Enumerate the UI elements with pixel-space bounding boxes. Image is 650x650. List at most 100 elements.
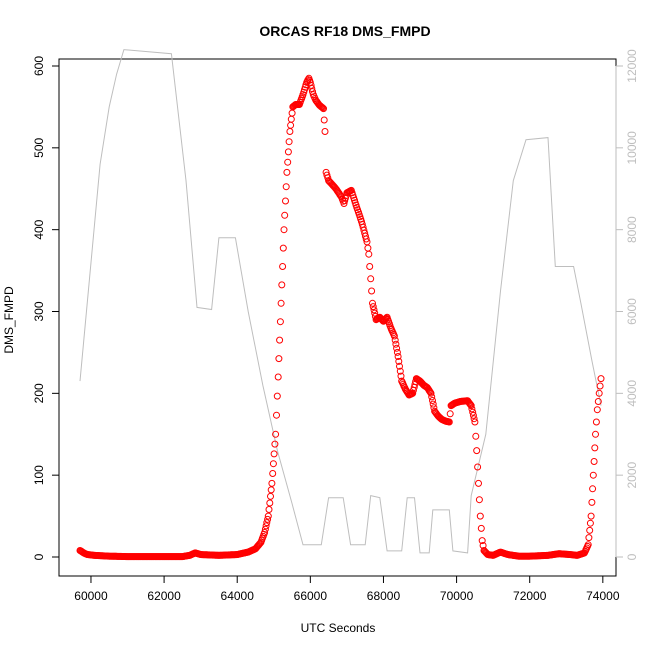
data-point: [286, 128, 294, 135]
data-point: [287, 121, 295, 129]
y2-tick-label: 2000: [625, 461, 639, 488]
data-point: [595, 389, 603, 397]
data-point: [392, 340, 400, 348]
data-point: [267, 486, 275, 494]
data-point: [267, 492, 274, 500]
data-point: [282, 183, 290, 191]
data-point: [280, 226, 288, 234]
data-point: [255, 540, 263, 548]
data-point: [475, 496, 483, 504]
data-point: [282, 197, 289, 205]
data-point: [382, 314, 390, 322]
data-point: [473, 447, 481, 455]
data-point: [362, 235, 370, 243]
data-point: [426, 388, 434, 396]
y-tick-label: 0: [32, 553, 46, 560]
data-point: [470, 415, 478, 423]
data-point: [445, 418, 453, 426]
plot-frame: [58, 58, 617, 577]
x-tick-label: 72000: [513, 589, 547, 603]
data-point: [275, 355, 283, 363]
data-point: [594, 398, 602, 405]
data-point: [391, 336, 399, 344]
altitude-line: [79, 49, 602, 554]
data-point: [429, 397, 436, 404]
data-point: [590, 458, 598, 465]
x-tick-label: 64000: [221, 589, 255, 603]
data-point: [469, 411, 477, 419]
data-point: [446, 410, 454, 418]
data-point: [589, 485, 597, 493]
y-tick-label: 100: [32, 465, 46, 485]
data-point: [596, 382, 604, 390]
data-point: [264, 512, 272, 520]
data-point: [269, 470, 277, 477]
data-point: [278, 281, 286, 289]
data-point: [369, 303, 377, 311]
data-point: [390, 332, 398, 340]
data-point: [279, 244, 287, 252]
data-point: [318, 103, 326, 111]
data-point: [428, 393, 436, 401]
data-point: [393, 348, 401, 356]
y-tick-label: 600: [32, 56, 46, 76]
data-point: [593, 406, 601, 414]
data-point: [309, 88, 316, 96]
data-point: [274, 373, 282, 381]
data-point: [427, 389, 435, 397]
data-point: [268, 479, 276, 487]
data-point: [281, 211, 289, 219]
data-point: [264, 515, 272, 523]
y-axis-left: 0 100 200 300 400 500 600: [32, 56, 59, 560]
data-point: [592, 418, 600, 426]
data-point: [396, 362, 403, 370]
y2-tick-label: 12000: [625, 49, 639, 83]
data-point: [271, 440, 279, 448]
y-tick-label: 200: [32, 383, 46, 403]
y-axis-label: DMS_FMPD: [2, 286, 16, 354]
data-point: [277, 299, 285, 307]
data-point: [261, 529, 269, 536]
series-layer: [76, 49, 605, 561]
data-point: [370, 306, 378, 314]
x-tick-label: 66000: [294, 589, 328, 603]
data-point: [283, 168, 291, 176]
data-point: [587, 512, 595, 520]
data-point: [365, 250, 373, 258]
data-point: [369, 299, 376, 307]
data-point: [266, 499, 274, 507]
data-point: [368, 287, 376, 295]
data-point: [319, 104, 327, 112]
data-point: [265, 506, 273, 513]
data-point: [269, 460, 277, 468]
data-point: [588, 498, 596, 506]
data-point: [364, 244, 372, 252]
data-point: [284, 158, 292, 166]
data-point: [261, 525, 269, 533]
x-tick-label: 62000: [147, 589, 181, 603]
x-tick-label: 70000: [440, 589, 474, 603]
data-point: [396, 367, 404, 375]
data-point: [276, 318, 284, 326]
data-point: [371, 309, 379, 317]
data-point: [476, 512, 484, 520]
data-point: [287, 115, 295, 123]
x-tick-label: 60000: [74, 589, 108, 603]
data-point: [585, 534, 593, 542]
data-point: [288, 109, 296, 117]
x-tick-label: 68000: [367, 589, 401, 603]
data-point: [468, 405, 476, 413]
data-point: [394, 353, 402, 360]
y2-tick-label: 6000: [625, 298, 639, 325]
y2-tick-label: 10000: [625, 131, 639, 165]
data-point: [284, 148, 292, 156]
data-point: [395, 357, 403, 365]
data-point: [262, 522, 270, 530]
data-point: [589, 471, 597, 479]
data-point: [467, 402, 475, 410]
data-point: [592, 430, 599, 438]
data-point: [285, 138, 293, 146]
data-point: [393, 344, 401, 352]
data-point: [263, 519, 271, 527]
